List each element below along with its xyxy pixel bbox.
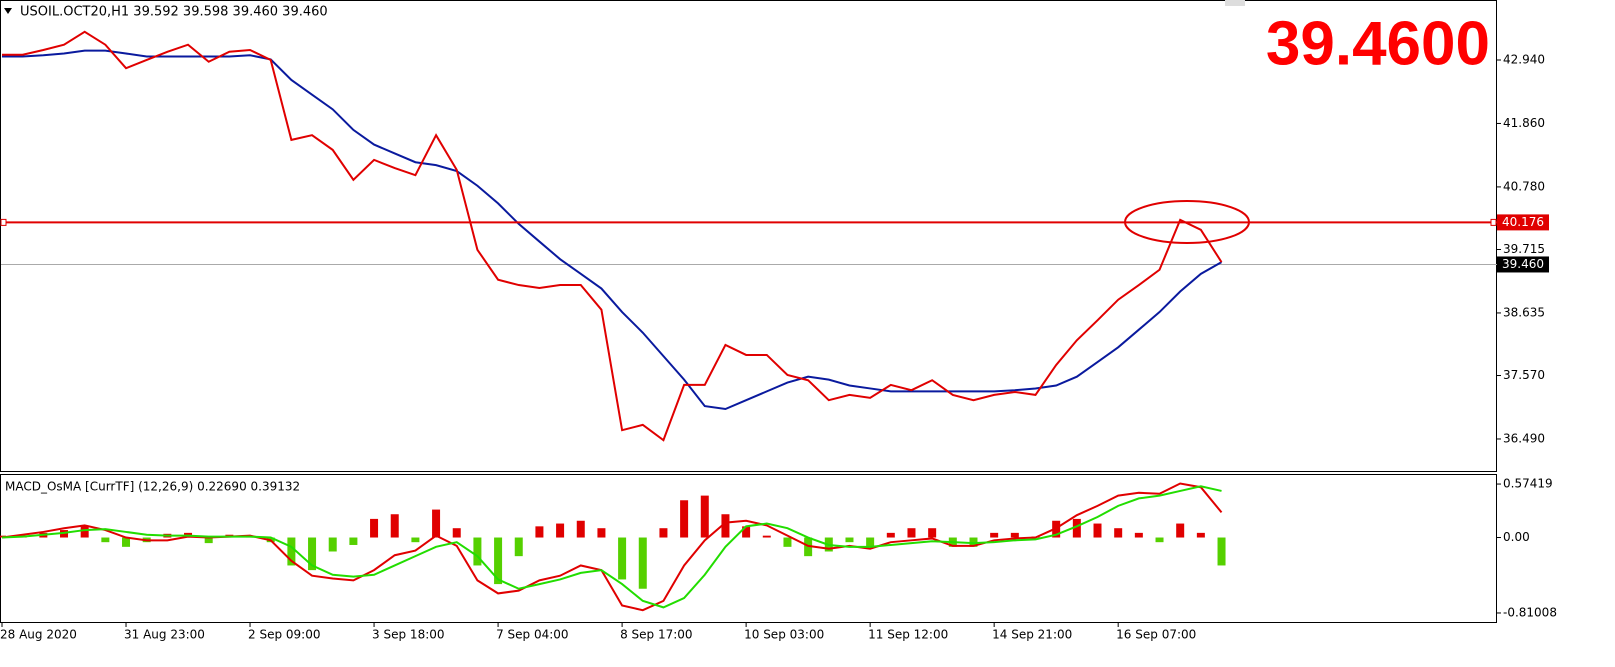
series-line (1, 482, 1223, 612)
histogram-bar (1114, 528, 1123, 538)
series-line (2, 30, 1223, 442)
histogram-bar (349, 537, 358, 545)
histogram-bar (886, 532, 895, 538)
histogram-bar (494, 537, 503, 585)
indicator-title: MACD_OsMA [CurrTF] (12,26,9) 0.22690 0.3… (5, 480, 300, 494)
histogram-bar (308, 537, 317, 571)
series-line (2, 49, 1223, 411)
level-label: 40.176 (1502, 215, 1544, 229)
menu-triangle (4, 8, 12, 14)
current-label: 39.460 (1502, 257, 1544, 271)
histogram-bar (514, 537, 523, 557)
histogram-bar (990, 532, 999, 538)
histogram-bar (576, 520, 585, 538)
histogram-bar (783, 537, 792, 547)
current-label-bg (1497, 256, 1549, 273)
histogram-bar (452, 528, 461, 538)
x-tick-label: 14 Sep 21:00 (992, 628, 1072, 642)
indicator-panel (0, 474, 1497, 623)
histogram-bar (1155, 537, 1164, 543)
y-tick-label: 39.715 (1503, 242, 1545, 256)
x-tick-label: 2 Sep 09:00 (248, 628, 320, 642)
histogram-bar (390, 514, 399, 538)
y-tick-label: 41.860 (1503, 116, 1545, 130)
y-tick-label: 38.635 (1503, 305, 1545, 319)
x-tick-label: 3 Sep 18:00 (372, 628, 444, 642)
histogram-bar (370, 518, 379, 538)
y-tick-label: 0.57419 (1503, 477, 1553, 491)
level-label-bg (1497, 214, 1549, 231)
y-tick-label: 37.570 (1503, 368, 1545, 382)
x-tick-label: 7 Sep 04:00 (496, 628, 568, 642)
price-annotation: 39.4600 (1266, 9, 1490, 78)
level-handle (1490, 218, 1497, 226)
y-tick-label: 40.780 (1503, 179, 1545, 193)
level-handle (0, 218, 7, 226)
histogram-bar (866, 537, 875, 547)
histogram-bar (287, 537, 296, 566)
x-tick-label: 8 Sep 17:00 (620, 628, 692, 642)
main-panel (0, 0, 1497, 472)
x-tick-label: 10 Sep 03:00 (744, 628, 824, 642)
histogram-bar (122, 537, 131, 547)
y-tick-label: 36.490 (1503, 431, 1545, 445)
y-tick-label: 0.00 (1503, 530, 1530, 544)
histogram-bar (721, 514, 730, 538)
chart-title: USOIL.OCT20,H1 39.592 39.598 39.460 39.4… (20, 5, 328, 20)
histogram-bar (928, 528, 937, 538)
histogram-bar (597, 528, 606, 538)
x-tick-label: 11 Sep 12:00 (868, 628, 948, 642)
series-line (1, 485, 1222, 609)
x-tick-label: 28 Aug 2020 (0, 628, 77, 642)
x-tick-label: 31 Aug 23:00 (124, 628, 205, 642)
x-tick-label: 16 Sep 07:00 (1116, 628, 1196, 642)
histogram-bar (700, 495, 709, 538)
histogram-bar (204, 537, 213, 544)
histogram-bar (101, 537, 110, 543)
histogram-bar (1134, 532, 1143, 538)
histogram-bar (535, 526, 544, 538)
histogram-bar (411, 537, 420, 543)
histogram-bar (1010, 532, 1019, 538)
histogram-bar (907, 528, 916, 538)
histogram-bar (1217, 537, 1226, 566)
histogram-bar (473, 537, 482, 566)
y-tick-label: -0.81008 (1503, 605, 1557, 619)
histogram-bar (742, 526, 751, 538)
histogram-bar (80, 526, 89, 538)
histogram-bar (1072, 518, 1081, 538)
histogram-bar (845, 537, 854, 543)
histogram-bar (762, 535, 771, 538)
histogram-bar (1093, 523, 1102, 538)
histogram-bar (638, 537, 647, 589)
histogram-bar (432, 509, 441, 538)
corner-mark (1225, 0, 1245, 6)
histogram-bar (328, 537, 337, 552)
histogram-bar (618, 537, 627, 580)
histogram-bar (556, 523, 565, 538)
histogram-bar (659, 528, 668, 538)
histogram-bar (1176, 523, 1185, 538)
histogram-bar (1196, 532, 1205, 538)
histogram-bar (680, 500, 689, 538)
y-tick-label: 42.940 (1503, 52, 1545, 66)
